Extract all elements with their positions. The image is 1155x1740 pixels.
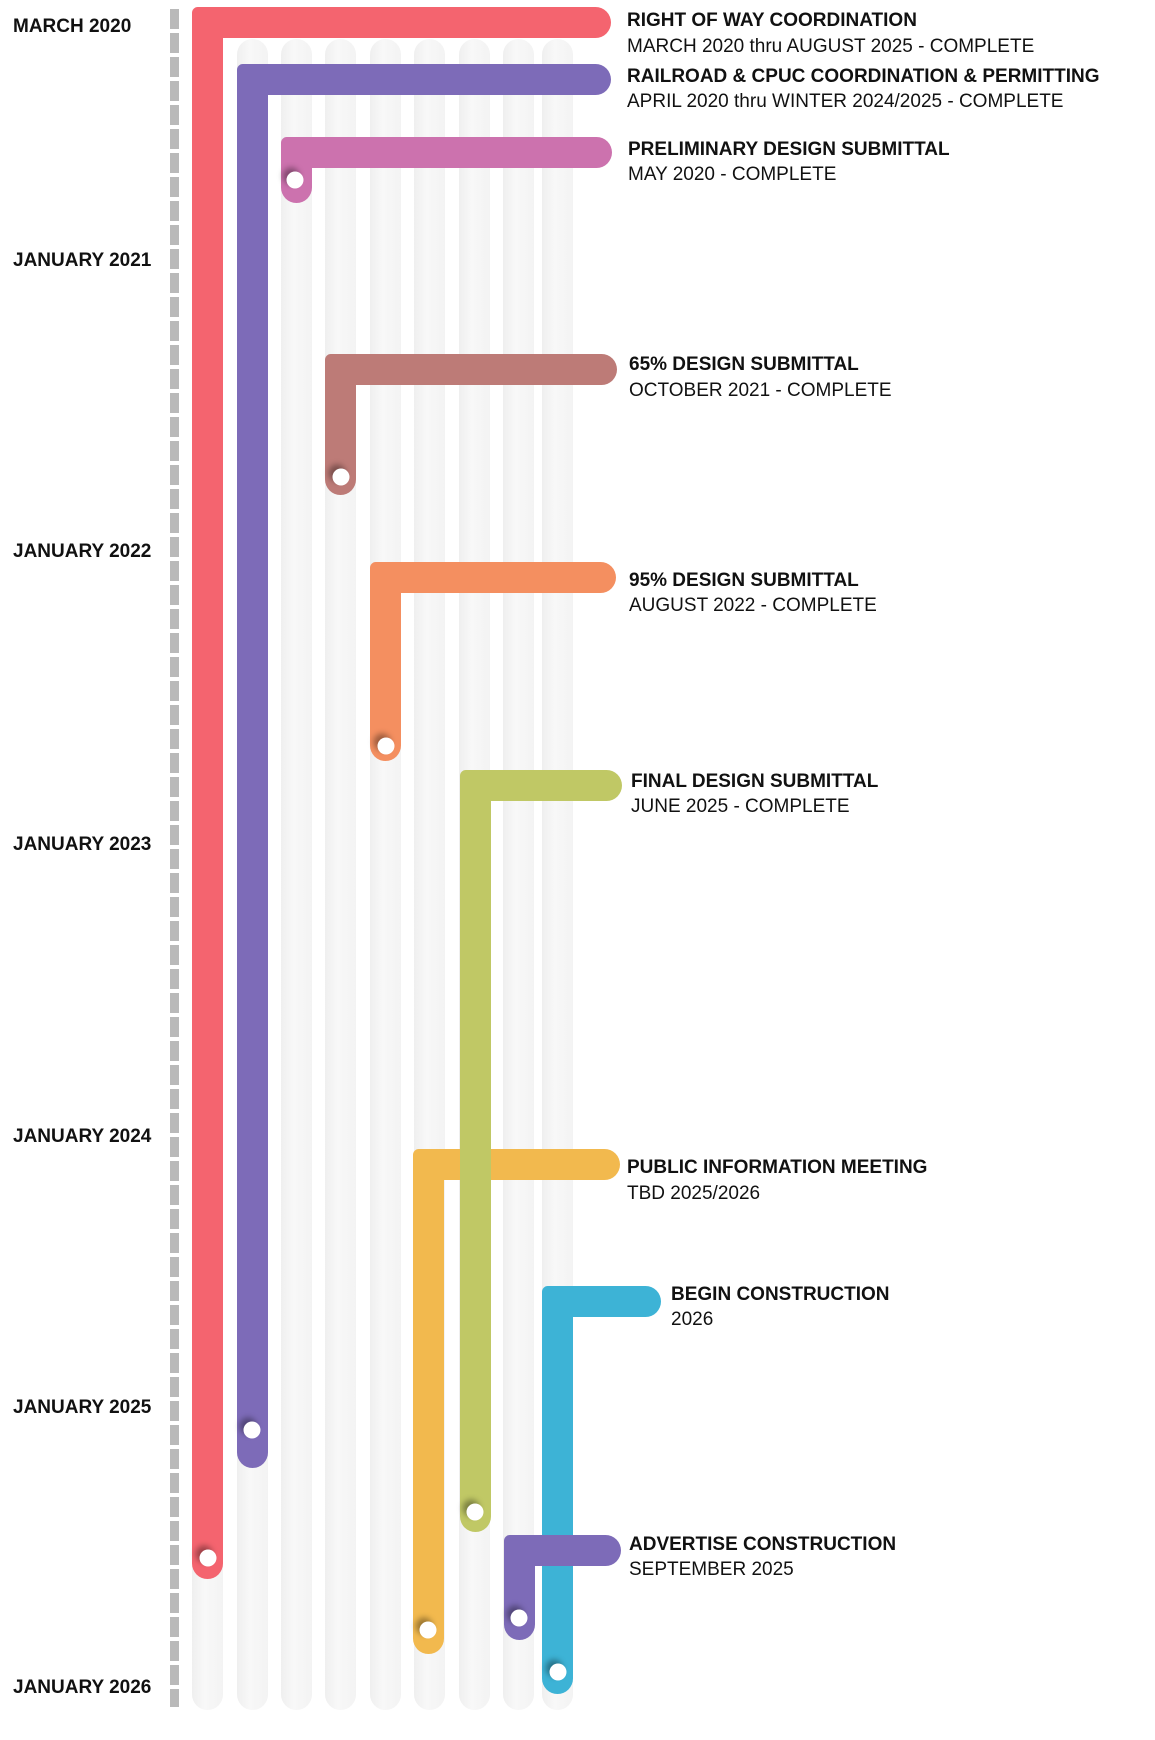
axis-label: JANUARY 2021: [13, 250, 152, 271]
milestone-dot: [332, 468, 350, 486]
bar-horizontal: [192, 7, 611, 38]
axis-label: JANUARY 2023: [13, 834, 152, 855]
milestone-subtitle: MAY 2020 - COMPLETE: [628, 164, 837, 185]
bar-vertical: [237, 64, 268, 1468]
milestone-subtitle: AUGUST 2022 - COMPLETE: [629, 595, 877, 616]
time-axis: [170, 9, 179, 1707]
bar-horizontal: [413, 1149, 620, 1180]
bar-vertical: [192, 7, 223, 1579]
bar-vertical: [413, 1149, 444, 1654]
milestone-dot: [466, 1503, 484, 1521]
axis-label: JANUARY 2026: [13, 1677, 152, 1698]
bar-vertical: [281, 137, 312, 203]
milestone-dot: [377, 737, 395, 755]
milestone-title: PRELIMINARY DESIGN SUBMITTAL: [628, 139, 950, 160]
milestone-title: 95% DESIGN SUBMITTAL: [629, 570, 859, 591]
bar-horizontal: [370, 562, 616, 593]
milestone-subtitle: JUNE 2025 - COMPLETE: [631, 796, 850, 817]
milestone-subtitle: 2026: [671, 1309, 714, 1330]
milestone-title: RAILROAD & CPUC COORDINATION & PERMITTIN…: [627, 66, 1100, 87]
milestone-subtitle: MARCH 2020 thru AUGUST 2025 - COMPLETE: [627, 36, 1035, 57]
bar-horizontal: [237, 64, 611, 95]
milestone-subtitle: SEPTEMBER 2025: [629, 1559, 794, 1580]
milestone-dot: [199, 1549, 217, 1567]
milestone-title: ADVERTISE CONSTRUCTION: [629, 1534, 897, 1555]
axis-label: MARCH 2020: [13, 16, 132, 37]
axis-label: JANUARY 2022: [13, 541, 152, 562]
bar-vertical: [460, 770, 491, 1532]
milestone-dot: [419, 1621, 437, 1639]
milestone-subtitle: APRIL 2020 thru WINTER 2024/2025 - COMPL…: [627, 91, 1064, 112]
track-column: [503, 39, 534, 1710]
milestone-dot: [286, 171, 304, 189]
track-column: [325, 39, 356, 1710]
milestone-dot: [549, 1663, 567, 1681]
milestone-dot: [510, 1609, 528, 1627]
milestone-title: PUBLIC INFORMATION MEETING: [627, 1157, 928, 1178]
milestone-subtitle: OCTOBER 2021 - COMPLETE: [629, 380, 892, 401]
bar-vertical: [370, 562, 401, 761]
milestone-subtitle: TBD 2025/2026: [627, 1183, 761, 1204]
bar-horizontal: [281, 137, 612, 168]
track-column: [370, 39, 401, 1710]
bar-horizontal: [325, 354, 617, 385]
milestone-title: RIGHT OF WAY COORDINATION: [627, 10, 917, 31]
axis-label: JANUARY 2024: [13, 1126, 152, 1147]
milestone-title: 65% DESIGN SUBMITTAL: [629, 354, 859, 375]
track-column: [281, 39, 312, 1710]
bar-vertical: [542, 1286, 573, 1694]
milestone-title: FINAL DESIGN SUBMITTAL: [631, 771, 879, 792]
milestone-dot: [243, 1421, 261, 1439]
milestone-title: BEGIN CONSTRUCTION: [671, 1284, 890, 1305]
axis-label: JANUARY 2025: [13, 1397, 152, 1418]
